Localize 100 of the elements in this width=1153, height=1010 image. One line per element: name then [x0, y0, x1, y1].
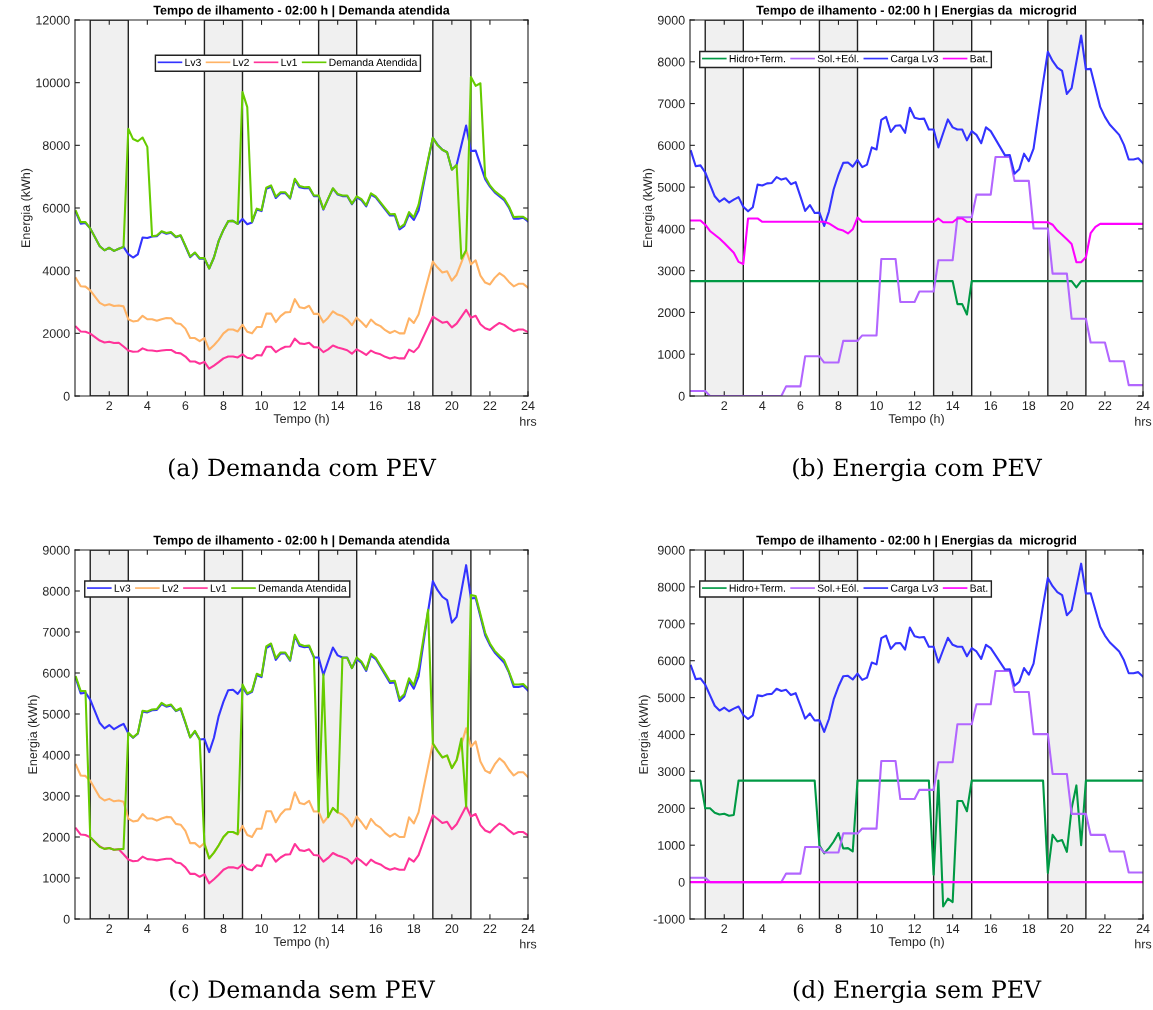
y-tick-label: 9000: [657, 15, 685, 25]
x-axis-title: Tempo (h): [888, 413, 944, 426]
y-tick-label: 10000: [36, 78, 70, 88]
y-tick-label: 6000: [657, 656, 685, 666]
x-tick-label: 12: [908, 401, 921, 410]
chart-title: Tempo de ilhamento - 02:00 h | Energias da microgrid: [756, 535, 1077, 548]
text: hrs: [1135, 939, 1152, 949]
x-tick-label: 20: [1060, 401, 1074, 411]
y-tick-label: 3000: [42, 791, 70, 801]
y-axis-title: Energia (kWh): [642, 168, 655, 247]
legend-label: Lv3: [185, 58, 201, 67]
x-tick-label: 12: [293, 401, 306, 410]
x-tick-label: 6: [797, 401, 804, 411]
x-tick-label: 6: [797, 924, 804, 934]
line-series: [690, 280, 1143, 316]
y-axis-title: Energia (kWh): [20, 168, 33, 247]
line-series: [690, 779, 1143, 908]
y-tick-label: 0: [63, 391, 70, 401]
y-tick-label: 2000: [42, 329, 70, 338]
y-tick-label: 8000: [657, 57, 685, 67]
y-tick-label: 7000: [657, 619, 685, 629]
x-tick-label: 4: [144, 924, 151, 933]
legend-label: Demanda Atendida: [329, 58, 418, 67]
x-tick-label: 20: [445, 924, 459, 934]
x-tick-label: 18: [407, 924, 421, 934]
x-tick-label: 16: [369, 401, 383, 411]
x-tick-label: 18: [1022, 401, 1036, 411]
chart-title: Tempo de ilhamento - 02:00 h | Demanda atendida: [153, 535, 450, 548]
text: (d) Energia sem PEV: [793, 979, 1042, 1004]
legend-label: Carga Lv3: [890, 54, 938, 65]
x-tick-label: 14: [946, 924, 960, 933]
y-tick-label: 0: [678, 877, 685, 887]
x-tick-label: 2: [721, 924, 728, 933]
line-series: [75, 308, 528, 370]
x-tick-label: 4: [144, 401, 151, 410]
x-tick-label: 8: [835, 924, 842, 934]
x-tick-label: 22: [1098, 924, 1112, 933]
x-tick-label: 10: [870, 401, 883, 411]
line-series: [690, 216, 1143, 266]
y-tick-label: 3000: [657, 266, 685, 276]
y-tick-label: 5000: [42, 709, 70, 719]
y-tick-label: 8000: [657, 582, 685, 592]
x-tick-label: 4: [759, 924, 766, 933]
legend-label: Carga Lv3: [890, 584, 938, 594]
x-tick-label: 10: [255, 924, 268, 934]
text: (c) Demanda sem PEV: [170, 979, 436, 1002]
line-series: [690, 669, 1143, 884]
x-tick-label: 2: [721, 401, 728, 410]
legend-label: Sol.+Eól.: [817, 54, 859, 63]
x-tick-label: 14: [331, 401, 345, 410]
y-tick-label: 1000: [658, 841, 685, 850]
x-tick-label: 10: [870, 924, 883, 934]
line-series: [75, 75, 528, 270]
x-tick-label: 6: [182, 924, 189, 934]
x-tick-label: 24: [521, 924, 535, 933]
x-tick-label: 2: [106, 401, 113, 410]
y-tick-label: 4000: [42, 750, 70, 760]
x-tick-label: 8: [220, 401, 227, 411]
y-tick-label: 7000: [42, 627, 70, 637]
text: (b) Energia com PEV: [793, 458, 1043, 482]
y-tick-label: 7000: [657, 99, 685, 109]
y-tick-label: 9000: [657, 545, 685, 555]
x-tick-label: 24: [1136, 924, 1150, 933]
y-tick-label: 0: [63, 914, 70, 924]
x-tick-label: 8: [220, 924, 227, 934]
x-tick-label: 16: [984, 924, 998, 934]
y-tick-label: -1000: [653, 914, 685, 924]
x-axis-title: Tempo (h): [273, 936, 329, 949]
legend-label: Hidro+Term.: [729, 584, 785, 592]
x-axis-title: Tempo (h): [888, 936, 944, 949]
y-tick-label: 6000: [42, 668, 70, 678]
text: hrs: [520, 939, 537, 949]
x-tick-label: 18: [1022, 924, 1036, 934]
x-tick-label: 10: [255, 401, 268, 411]
legend-label: Lv1: [281, 58, 297, 66]
text: hrs: [520, 416, 537, 426]
legend-label: Lv2: [162, 584, 179, 592]
legend-label: Lv2: [233, 58, 249, 66]
y-tick-label: 3000: [657, 767, 685, 777]
line-series: [690, 34, 1143, 227]
y-axis-title: Energia (kWh): [27, 695, 40, 774]
legend-label: Hidro+Term.: [729, 54, 785, 63]
y-tick-label: 1000: [43, 873, 70, 883]
y-tick-label: 4000: [657, 730, 685, 740]
x-tick-label: 6: [182, 401, 189, 411]
line-series: [75, 805, 528, 885]
line-series: [75, 594, 528, 860]
x-tick-label: 22: [483, 924, 497, 933]
x-tick-label: 14: [946, 401, 960, 410]
legend-label: Bat.: [970, 55, 988, 63]
y-tick-label: 4000: [42, 266, 70, 276]
legend-label: Lv1: [210, 584, 227, 592]
legend-label: Bat.: [970, 584, 988, 592]
x-tick-label: 20: [1060, 924, 1074, 934]
y-tick-label: 2000: [657, 308, 685, 318]
y-tick-label: 6000: [42, 203, 70, 213]
line-series: [75, 564, 528, 754]
legend-label: Lv3: [114, 584, 131, 592]
text: (a) Demanda com PEV: [168, 458, 437, 480]
x-axis-title: Tempo (h): [273, 413, 329, 426]
